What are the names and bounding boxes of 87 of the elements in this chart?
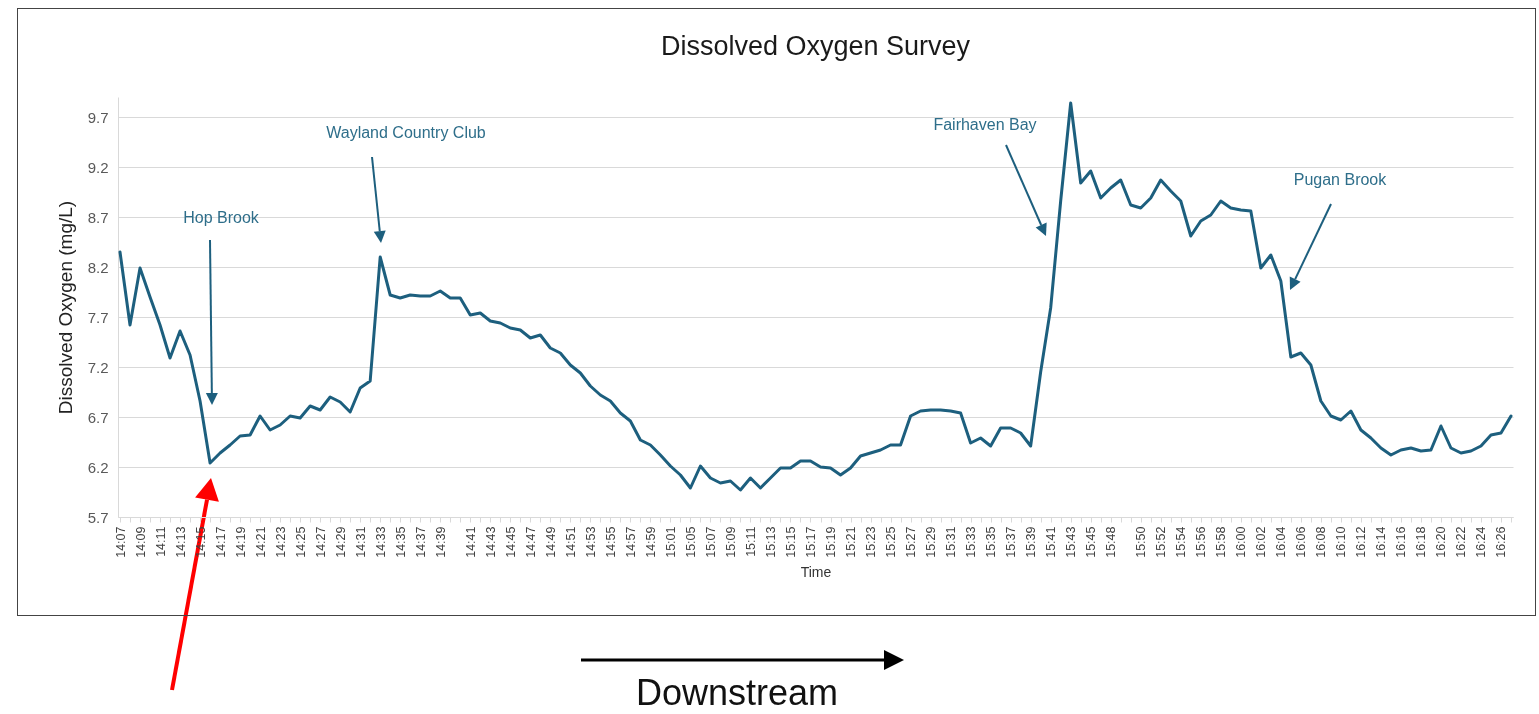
x-tick-label: 15:41 [1044,526,1059,558]
x-tick-label: 16:10 [1334,526,1349,558]
x-tick-label: 16:22 [1454,526,1469,558]
y-tick-label: 8.2 [87,258,109,276]
x-tick-label: 14:23 [273,526,288,558]
x-tick-label: 14:43 [483,526,498,558]
x-tick-label: 15:27 [904,526,919,558]
x-tick-label: 16:20 [1434,526,1449,558]
x-tick-label: 14:31 [353,526,368,558]
y-tick-label: 6.7 [87,408,109,426]
x-tick-label: 14:41 [463,526,478,558]
y-tick-label: 8.7 [87,208,109,226]
x-tick-label: 14:59 [643,526,658,558]
x-tick-label: 15:11 [743,526,758,557]
x-tick-label: 16:12 [1354,526,1369,558]
x-tick-label: 15:43 [1064,526,1079,558]
x-tick-label: 14:45 [503,526,518,558]
x-tick-label: 14:57 [623,526,638,558]
y-axis-title: Dissolved Oxygen (mg/L) [54,200,76,415]
x-tick-label: 14:09 [133,526,148,558]
x-tick-label: 15:15 [783,526,798,558]
x-tick-label: 15:58 [1214,526,1229,558]
x-tick-label: 15:48 [1104,526,1119,558]
x-tick-label: 16:16 [1394,526,1409,558]
x-tick-label: 14:25 [293,526,308,558]
annotation: Pugan Brook [1293,171,1387,188]
x-tick-label: 15:37 [1004,526,1019,558]
x-tick-label: 14:17 [213,526,228,558]
y-tick-label: 6.2 [87,458,109,476]
x-tick-label: 15:13 [763,526,778,558]
x-tick-label: 15:54 [1174,526,1189,558]
x-tick-label: 14:51 [563,526,578,558]
x-tick-label: 14:19 [233,526,248,558]
x-tick-label: 14:13 [173,526,188,558]
x-tick-label: 16:02 [1254,526,1269,558]
y-tick-label: 7.7 [87,308,109,326]
x-tick-label: 15:31 [944,526,959,558]
x-tick-label: 14:53 [583,526,598,558]
x-tick-label: 14:39 [433,526,448,558]
x-tick-label: 15:29 [924,526,939,558]
x-tick-label: 16:00 [1234,526,1249,558]
annotation: Hop Brook [183,209,259,226]
x-tick-label: 14:33 [373,526,388,558]
x-tick-label: 14:35 [393,526,408,558]
x-tick-label: 16:18 [1414,526,1429,558]
x-tick-label: 15:39 [1024,526,1039,558]
y-tick-label: 9.2 [87,158,109,176]
x-tick-label: 15:35 [984,526,999,558]
x-tick-label: 15:56 [1194,526,1209,558]
y-tick-label: 9.7 [87,108,109,126]
x-tick-label: 15:01 [663,526,678,558]
x-tick-label: 15:52 [1154,526,1169,558]
x-tick-label: 15:09 [723,526,738,558]
x-tick-label: 16:26 [1494,526,1509,558]
x-tick-label: 15:25 [884,526,899,558]
x-tick-label: 14:27 [313,526,328,558]
x-tick-label: 16:14 [1374,526,1389,558]
x-tick-label: 15:17 [804,526,818,558]
annotation: Fairhaven Bay [933,116,1037,133]
x-axis-title: Time [800,563,832,580]
x-tick-label: 14:55 [603,526,618,558]
x-tick-label: 14:15 [193,526,208,558]
x-tick-label: 15:33 [964,526,979,558]
x-tick-label: 15:23 [864,526,879,558]
x-tick-label: 15:21 [844,526,859,558]
x-tick-label: 16:24 [1474,526,1489,558]
x-tick-label: 15:07 [703,526,718,558]
x-tick-label: 15:50 [1134,526,1149,558]
x-tick-label: 14:47 [523,526,538,558]
line-series [118,101,1513,492]
x-tick-label: 14:21 [253,526,268,558]
x-tick-label: 14:37 [413,526,428,558]
x-tick-label: 16:04 [1274,526,1289,558]
x-tick-label: 15:05 [683,526,698,558]
y-tick-label: 5.7 [87,508,109,526]
y-tick-label: 7.2 [87,358,109,376]
x-tick-label: 16:08 [1314,526,1329,558]
x-tick-label: 14:49 [543,526,558,558]
x-tick-label: 14:11 [153,526,168,557]
annotation: Wayland Country Club [326,124,486,141]
chart-title: Dissolved Oxygen Survey [660,31,971,61]
text: Downstream [635,672,839,713]
x-tick-label: 14:07 [113,526,128,558]
x-tick-label: 15:45 [1084,526,1099,558]
x-tick-label: 14:29 [333,526,348,558]
x-tick-label: 16:06 [1294,526,1309,558]
x-tick-label: 15:19 [824,526,839,558]
